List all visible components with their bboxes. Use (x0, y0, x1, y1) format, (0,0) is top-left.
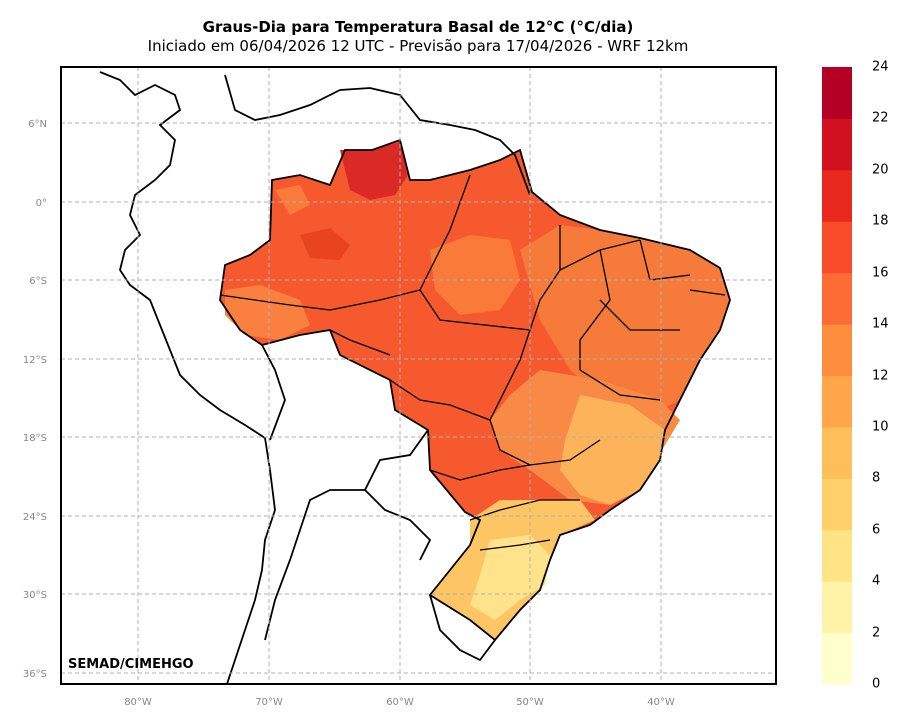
colorbar-segment (822, 581, 852, 634)
lat-label-6s: 6°S (29, 276, 47, 287)
lat-label-30s: 30°S (23, 590, 47, 601)
lat-label-12s: 12°S (23, 355, 47, 366)
colorbar-tick-label: 12 (872, 368, 889, 383)
colorbar-tick-label: 6 (872, 522, 881, 538)
northeast-region (520, 225, 730, 420)
colorbar-tick-label: 0 (872, 676, 881, 692)
southeast-region (560, 395, 665, 505)
colorbar-tick-label: 10 (872, 419, 889, 435)
credit-label: SEMAD/CIMEHGO (68, 657, 194, 672)
colorbar (822, 67, 852, 685)
hotspot-west (300, 228, 350, 260)
colorbar-tick-label: 14 (872, 316, 889, 332)
lon-label-70w: 70°W (255, 697, 283, 708)
colorbar-segment (822, 529, 852, 582)
colorbar-tick-label: 4 (872, 573, 881, 589)
patch-para (430, 235, 520, 315)
colorbar-tick-label: 20 (872, 162, 889, 178)
colorbar-segment (822, 632, 852, 685)
colorbar-segment (822, 67, 852, 119)
lon-label-50w: 50°W (516, 697, 544, 708)
colorbar-segment (822, 324, 852, 376)
map-frame (60, 66, 777, 685)
colorbar-segment (822, 375, 852, 428)
colorbar-tick-label: 2 (872, 625, 881, 641)
colorbar-tick-label: 22 (872, 110, 889, 126)
country-borders (99, 71, 731, 684)
colorbar-tick-label: 18 (872, 213, 889, 229)
colorbar-segment (822, 272, 852, 325)
state-borders (219, 174, 726, 551)
lat-label-6n: 6°N (28, 119, 47, 130)
lat-label-36s: 36°S (23, 669, 47, 680)
graticule (61, 67, 776, 684)
lat-label-24s: 24°S (23, 512, 47, 523)
colorbar-tick-label: 16 (872, 265, 889, 281)
colorbar-segment (822, 478, 852, 531)
lon-label-40w: 40°W (647, 697, 675, 708)
lon-label-60w: 60°W (386, 697, 414, 708)
patch-roraima (275, 185, 310, 215)
map-title: Graus-Dia para Temperatura Basal de 12°C… (202, 18, 634, 36)
colorbar-segment (822, 221, 852, 274)
colorbar-segment (822, 169, 852, 222)
latitude-labels: 6°N 0° 6°S 12°S 18°S 24°S 30°S 36°S (23, 119, 47, 680)
south-light-region (470, 535, 550, 620)
lon-label-80w: 80°W (124, 697, 152, 708)
map-subtitle: Iniciado em 06/04/2026 12 UTC - Previsão… (147, 37, 689, 55)
colorbar-segment (822, 118, 852, 171)
colorbar-tick-label: 24 (872, 59, 889, 75)
hotspot-north (340, 142, 408, 200)
lat-label-18s: 18°S (23, 433, 47, 444)
longitude-labels: 80°W 70°W 60°W 50°W 40°W (124, 697, 675, 708)
colorbar-segment (822, 426, 852, 479)
lat-label-0: 0° (36, 198, 47, 209)
colorbar-tick-label: 8 (872, 470, 881, 486)
